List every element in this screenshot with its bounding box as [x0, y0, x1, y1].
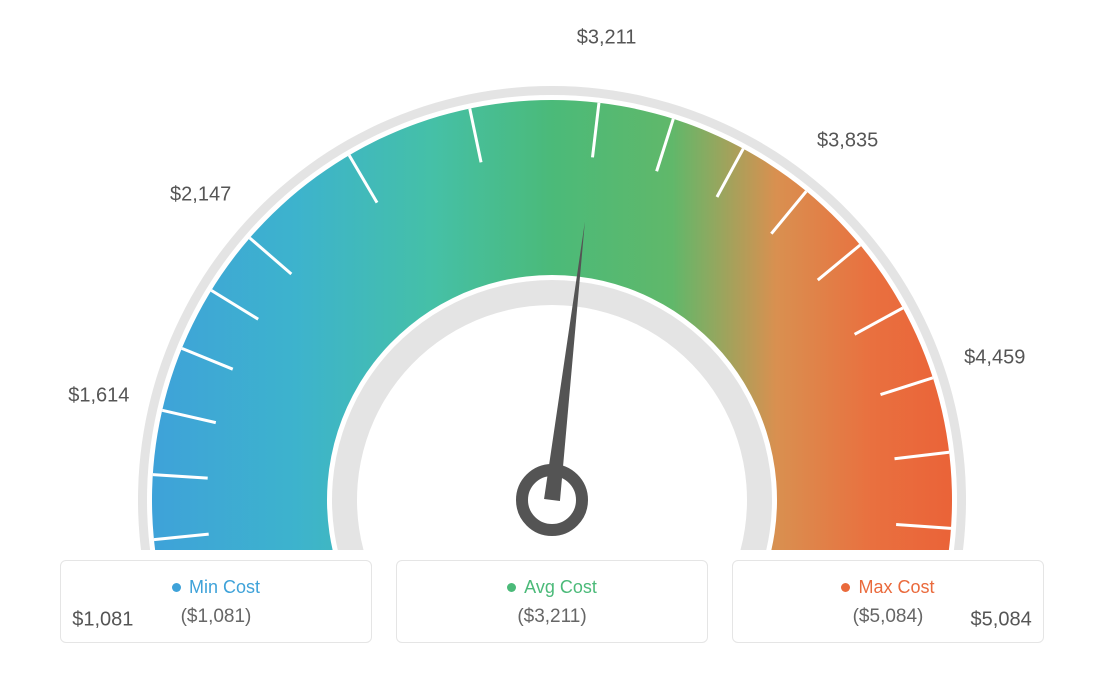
- gauge-tick-label: $1,614: [68, 384, 129, 407]
- gauge-tick-label: $3,835: [817, 130, 878, 153]
- legend-card-avg: Avg Cost ($3,211): [396, 560, 708, 643]
- legend-dot-avg: [507, 583, 516, 592]
- legend-title-min: Min Cost: [172, 577, 260, 598]
- legend-value-max: ($5,084): [853, 606, 924, 628]
- gauge-tick-label: $4,459: [964, 346, 1025, 369]
- legend-dot-max: [841, 583, 850, 592]
- gauge-tick-label: $2,147: [170, 184, 231, 207]
- legend-label-max: Max Cost: [858, 577, 934, 598]
- gauge-svg: [22, 10, 1082, 550]
- legend-dot-min: [172, 583, 181, 592]
- legend-title-avg: Avg Cost: [507, 577, 597, 598]
- legend-label-min: Min Cost: [189, 577, 260, 598]
- legend-row: Min Cost ($1,081) Avg Cost ($3,211) Max …: [52, 560, 1052, 643]
- legend-value-avg: ($3,211): [517, 606, 586, 628]
- gauge-tick-label: $5,084: [971, 609, 1032, 632]
- gauge-tick-label: $1,081: [72, 609, 133, 632]
- legend-label-avg: Avg Cost: [524, 577, 597, 598]
- legend-value-min: ($1,081): [181, 606, 252, 628]
- gauge-tick-label: $3,211: [577, 27, 637, 50]
- gauge-container: $1,081$1,614$2,147$3,211$3,835$4,459$5,0…: [22, 10, 1082, 550]
- legend-title-max: Max Cost: [841, 577, 934, 598]
